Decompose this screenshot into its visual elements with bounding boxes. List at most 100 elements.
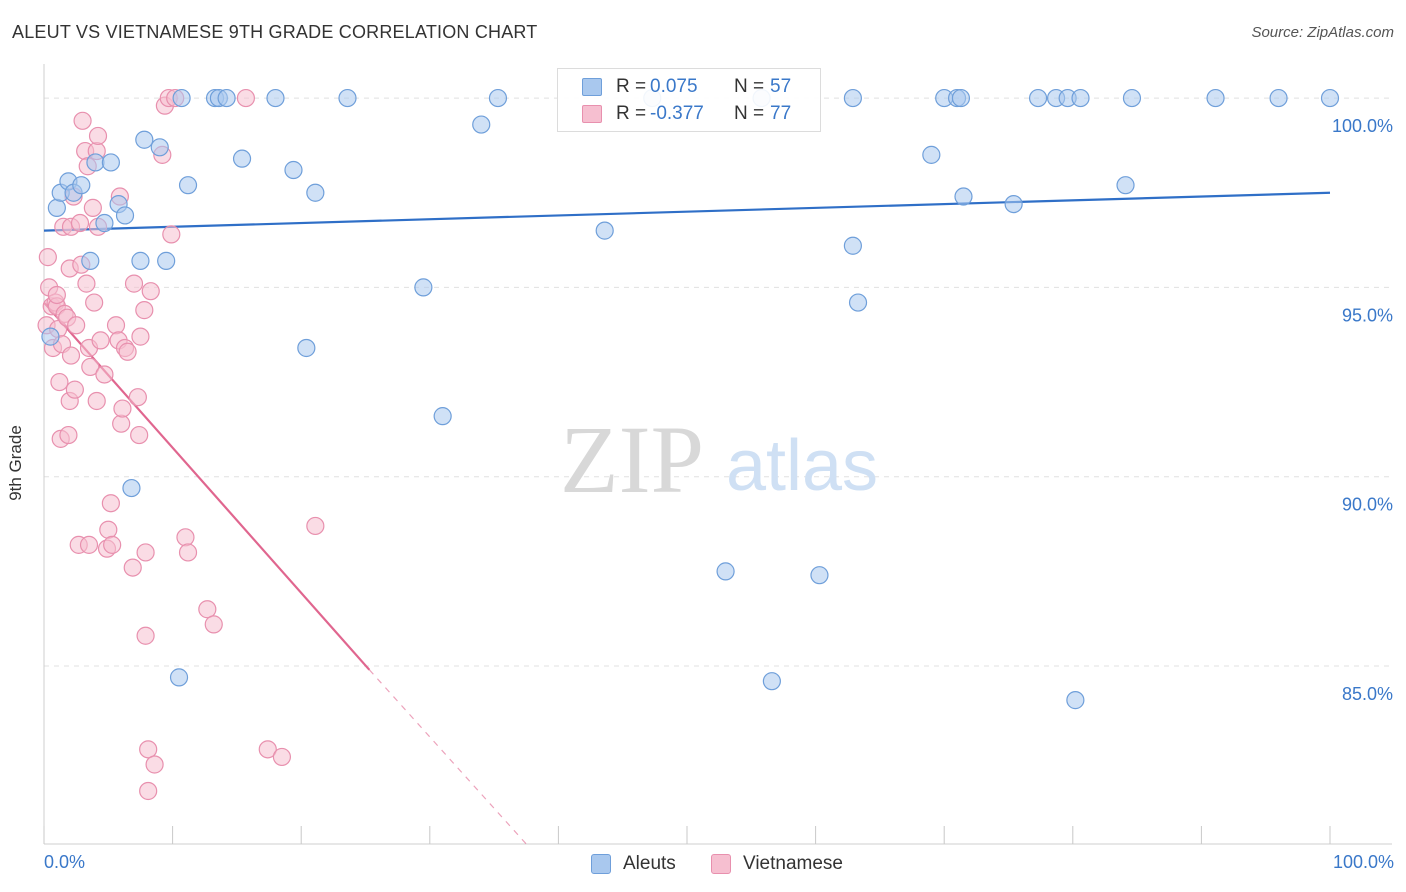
aleut-point — [178, 176, 198, 195]
legend-swatch-vietnamese — [711, 854, 731, 874]
y-tick-label: 85.0% — [1342, 684, 1393, 704]
legend-swatch-aleuts — [591, 854, 611, 874]
legend-n-value-vietnamese: 77 — [770, 103, 792, 124]
vietnamese-point — [130, 425, 149, 445]
aleut-point — [954, 187, 973, 206]
vietnamese-point — [258, 740, 277, 759]
vietnamese-point — [124, 274, 144, 293]
aleut-point — [86, 153, 105, 172]
trend-lines — [43, 191, 1331, 845]
data-points — [37, 88, 1340, 801]
aleut-point — [1122, 88, 1142, 108]
watermark-zip: ZIP — [560, 406, 704, 513]
vietnamese-point — [306, 516, 325, 536]
vietnamese-point — [131, 327, 150, 346]
aleut-point — [266, 88, 285, 108]
x-tick-label-min: 0.0% — [44, 852, 86, 872]
vietnamese-point — [59, 425, 78, 445]
aleut-point — [81, 251, 100, 270]
trend-line-aleuts — [43, 191, 1331, 232]
vietnamese-point — [103, 535, 122, 554]
vietnamese-point — [38, 248, 57, 267]
legend-r-label: R = — [616, 103, 647, 124]
y-axis-label: 9th Grade — [6, 425, 25, 501]
aleut-point — [217, 88, 236, 108]
aleut-point — [157, 251, 176, 270]
legend-swatch-aleut — [582, 78, 602, 96]
aleut-point — [47, 198, 66, 217]
aleut-point — [922, 145, 941, 164]
vietnamese-point — [272, 747, 292, 767]
vietnamese-point — [81, 357, 100, 377]
axes — [43, 64, 1392, 845]
vietnamese-point — [135, 301, 154, 320]
vietnamese-point — [112, 414, 131, 433]
aleut-point — [595, 221, 614, 240]
aleut-point — [1320, 88, 1340, 108]
vietnamese-point — [162, 225, 181, 244]
aleut-point — [810, 566, 829, 585]
aleut-point — [135, 130, 154, 149]
vietnamese-point — [123, 558, 142, 577]
vietnamese-point — [176, 528, 195, 547]
vietnamese-point — [236, 88, 256, 108]
aleut-point — [762, 672, 781, 691]
aleut-point — [488, 88, 508, 108]
aleut-point — [338, 88, 357, 108]
aleut-point — [433, 407, 452, 426]
y-tick-labels: 85.0% 90.0% 95.0% 100.0% — [1332, 116, 1393, 704]
aleut-point — [1206, 88, 1225, 108]
aleut-point — [131, 251, 150, 270]
aleut-point — [1004, 194, 1023, 214]
chart-title: ALEUT VS VIETNAMESE 9TH GRADE CORRELATIO… — [12, 22, 538, 42]
aleut-point — [95, 213, 114, 233]
vietnamese-point — [85, 293, 104, 312]
legend-r-value-vietnamese: -0.377 — [650, 103, 704, 124]
aleut-point — [150, 138, 169, 157]
vietnamese-point — [91, 331, 110, 350]
vietnamese-point — [79, 535, 99, 554]
x-tick-label-max: 100.0% — [1332, 852, 1394, 872]
aleut-point — [101, 153, 120, 172]
vietnamese-point — [128, 388, 147, 407]
aleut-point — [297, 338, 316, 358]
vietnamese-point — [70, 213, 90, 233]
aleut-point — [1116, 176, 1135, 195]
vietnamese-point — [61, 346, 81, 365]
aleut-point — [72, 176, 91, 195]
legend-n-value-aleut: 57 — [770, 76, 792, 97]
vietnamese-point — [95, 365, 114, 384]
vietnamese-point — [106, 316, 126, 335]
aleut-point — [115, 206, 135, 225]
vietnamese-point — [67, 316, 86, 335]
vietnamese-point — [47, 285, 66, 305]
vietnamese-point — [136, 626, 155, 645]
aleut-point — [1028, 88, 1048, 108]
vietnamese-point — [77, 274, 96, 293]
vietnamese-point — [145, 755, 164, 774]
aleut-point — [848, 293, 868, 312]
vietnamese-point — [88, 126, 108, 146]
aleut-point — [472, 115, 491, 134]
aleut-point — [284, 160, 303, 180]
grid-lines — [44, 97, 1392, 667]
vietnamese-point — [65, 380, 84, 399]
watermark-atlas: atlas — [726, 426, 878, 506]
vietnamese-point — [118, 342, 137, 361]
aleut-point — [169, 668, 189, 687]
vietnamese-point — [73, 111, 92, 130]
aleut-point — [843, 88, 862, 108]
trend-line-vietnamese-extension — [368, 669, 527, 845]
aleut-point — [122, 478, 141, 498]
legend-label-aleuts: Aleuts — [623, 853, 676, 874]
aleut-point — [716, 562, 735, 581]
legend-swatch-vietnamese — [582, 105, 602, 123]
legend-n-label: N = — [734, 76, 765, 97]
y-tick-label: 90.0% — [1342, 495, 1393, 515]
vietnamese-point — [136, 543, 155, 562]
legend-r-label: R = — [616, 76, 647, 97]
aleut-point — [41, 327, 60, 346]
aleut-point — [843, 236, 862, 255]
source-label: Source: ZipAtlas.com — [1251, 24, 1394, 41]
